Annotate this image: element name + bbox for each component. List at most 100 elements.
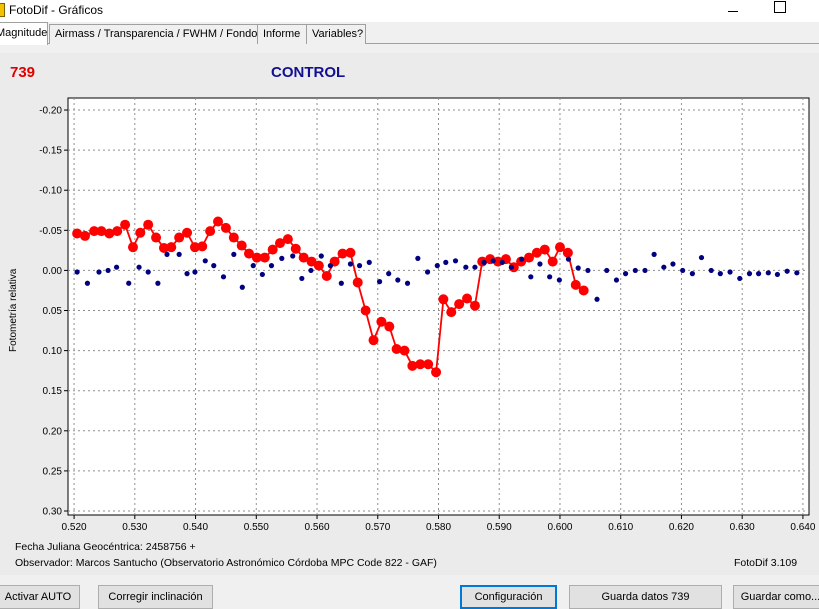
check-point xyxy=(575,265,581,271)
check-point xyxy=(585,267,591,274)
check-point xyxy=(594,296,600,302)
check-point xyxy=(145,269,151,275)
check-point xyxy=(755,271,762,277)
variable-point xyxy=(120,219,131,230)
check-point xyxy=(136,264,142,270)
star-id-label: 739 xyxy=(10,64,36,81)
x-tick-label: 0.540 xyxy=(183,522,208,533)
check-point xyxy=(670,261,676,267)
y-tick-label: -0.20 xyxy=(39,106,62,117)
variable-point xyxy=(391,344,402,355)
variable-point xyxy=(112,226,123,237)
variable-point xyxy=(274,238,285,249)
variable-point xyxy=(562,247,573,258)
tab-magnitudes[interactable]: Magnitudes xyxy=(0,22,48,45)
variable-point xyxy=(236,240,247,251)
check-point xyxy=(622,271,629,277)
y-tick-label: 0.25 xyxy=(43,466,63,477)
variable-point xyxy=(89,226,100,237)
check-point xyxy=(105,267,111,274)
check-point xyxy=(268,263,275,269)
variable-point xyxy=(298,252,309,263)
save-data-button[interactable]: Guarda datos 739 xyxy=(569,585,722,609)
configuration-button[interactable]: Configuración xyxy=(460,585,557,609)
check-point xyxy=(318,253,324,259)
tab-variables[interactable]: Variables? xyxy=(306,24,366,44)
check-point xyxy=(727,269,733,275)
tab-airmass[interactable]: Airmass / Transparencia / FWHM / Fondo xyxy=(49,24,258,44)
variable-point xyxy=(462,293,473,304)
variable-point xyxy=(570,279,581,290)
check-point xyxy=(698,254,705,261)
y-tick-label: 0.10 xyxy=(43,346,63,357)
variable-point xyxy=(158,242,169,253)
check-point xyxy=(202,258,208,264)
check-point xyxy=(231,251,237,257)
variable-point xyxy=(399,345,410,356)
check-point xyxy=(613,277,620,283)
variable-point xyxy=(360,305,371,316)
check-point xyxy=(556,277,562,283)
observer-label: Observador: Marcos Santucho (Observatori… xyxy=(15,557,437,569)
check-point xyxy=(211,263,217,269)
tab-informe[interactable]: Informe xyxy=(257,24,307,44)
check-point xyxy=(126,280,132,286)
save-as-button[interactable]: Guardar como... xyxy=(733,585,819,609)
variable-point xyxy=(523,252,534,263)
check-point xyxy=(338,280,344,286)
check-point xyxy=(490,258,496,264)
check-point xyxy=(347,261,354,267)
x-tick-label: 0.640 xyxy=(790,522,815,533)
x-tick-label: 0.530 xyxy=(122,522,147,533)
check-point xyxy=(680,267,686,274)
check-point xyxy=(220,274,227,280)
minimize-button[interactable] xyxy=(710,0,756,22)
check-point xyxy=(308,267,314,274)
check-point xyxy=(434,263,440,269)
check-point xyxy=(113,264,120,270)
check-point xyxy=(452,258,459,264)
check-point xyxy=(565,256,572,262)
maximize-button[interactable] xyxy=(756,0,802,22)
y-axis-label: Fotometría relativa xyxy=(8,268,19,352)
variable-point xyxy=(438,294,449,305)
chart-title: CONTROL xyxy=(271,64,346,81)
check-point xyxy=(84,280,91,286)
check-point xyxy=(746,271,753,277)
photometry-chart: 0.520 0.530 0.540 0.550 0.560 0.570 0.580 0.590… xyxy=(39,97,816,533)
variable-point xyxy=(407,360,418,371)
variable-point xyxy=(345,247,356,258)
check-point xyxy=(642,267,648,274)
check-point xyxy=(794,270,800,276)
tilt-correction-button[interactable]: Corregir inclinación xyxy=(98,585,213,609)
check-point xyxy=(472,264,478,270)
check-point xyxy=(651,251,657,257)
plot-area xyxy=(67,97,810,516)
y-tick-label: 0.05 xyxy=(43,306,63,317)
variable-point xyxy=(189,242,200,253)
x-tick-label: 0.590 xyxy=(487,522,512,533)
check-point xyxy=(250,263,256,269)
variable-point xyxy=(205,226,216,237)
variable-point xyxy=(182,227,193,238)
version-label: FotoDif 3.109 xyxy=(734,557,798,569)
x-tick-label: 0.580 xyxy=(426,522,451,533)
y-tick-label: 0.00 xyxy=(43,266,63,277)
variable-point xyxy=(469,300,480,311)
variable-point xyxy=(554,242,565,253)
check-point xyxy=(508,264,514,270)
variable-point xyxy=(151,232,162,243)
variable-point xyxy=(290,243,301,254)
auto-button[interactable]: Activar AUTO xyxy=(0,585,80,609)
x-tick-label: 0.570 xyxy=(365,522,390,533)
check-point xyxy=(366,259,372,265)
variable-point xyxy=(220,222,231,233)
y-tick-label: 0.30 xyxy=(43,506,63,517)
y-tick-label: 0.15 xyxy=(43,386,63,397)
variable-point xyxy=(72,228,83,239)
variable-point xyxy=(174,232,185,243)
variable-point xyxy=(352,277,363,288)
check-point xyxy=(184,271,190,277)
tab-label: Magnitudes xyxy=(0,27,48,39)
check-point xyxy=(327,263,333,269)
